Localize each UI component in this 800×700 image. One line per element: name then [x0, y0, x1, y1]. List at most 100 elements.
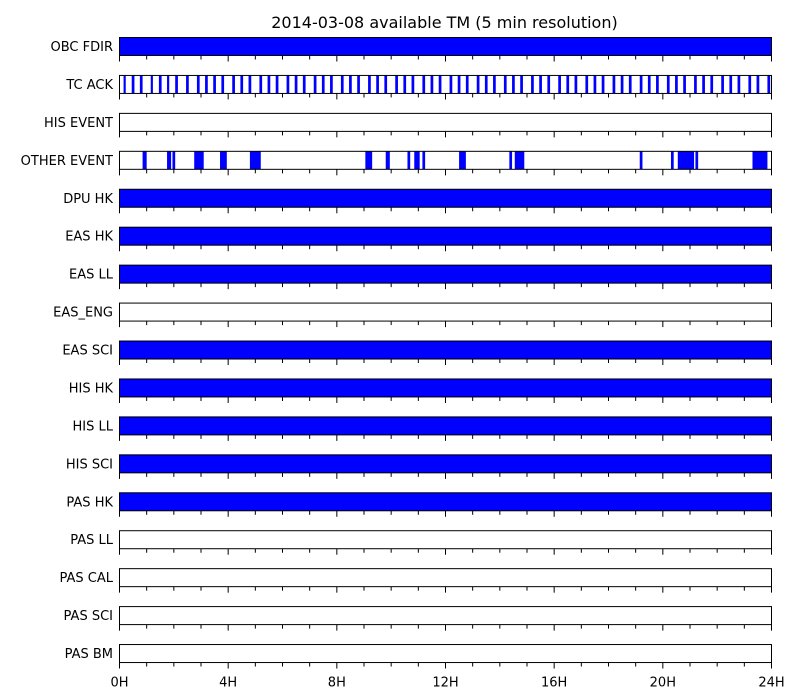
availability-segment — [158, 75, 162, 94]
availability-segment — [710, 75, 714, 94]
x-tick-label: 12H — [432, 676, 458, 691]
availability-segment — [593, 75, 597, 94]
availability-segment — [395, 75, 398, 94]
row-background — [119, 530, 772, 549]
availability-segment — [172, 151, 176, 170]
availability-segment — [249, 151, 261, 170]
availability-segment — [248, 75, 252, 94]
availability-segment — [422, 75, 426, 94]
availability-segment — [221, 75, 225, 94]
availability-segment — [119, 492, 772, 511]
availability-segment — [340, 75, 344, 94]
x-tick-label: 16H — [541, 676, 567, 691]
availability-segment — [748, 75, 752, 94]
availability-segment — [422, 151, 426, 170]
availability-segment — [459, 151, 466, 170]
availability-segment — [220, 151, 227, 170]
availability-segment — [142, 151, 147, 170]
availability-segment — [119, 341, 772, 360]
row-label: EAS LL — [69, 268, 114, 283]
row-eas-ll: EAS LL — [69, 264, 772, 290]
row-eas-sci: EAS SCI — [62, 340, 772, 366]
availability-segment — [677, 151, 695, 170]
availability-segment — [767, 75, 771, 94]
availability-segment — [194, 151, 204, 170]
availability-segment — [512, 75, 515, 94]
row-label: TC ACK — [65, 78, 113, 93]
x-tick-label: 0H — [110, 676, 128, 691]
availability-segment — [321, 75, 325, 94]
x-tick-label: 8H — [328, 676, 346, 691]
availability-segment — [330, 75, 333, 94]
availability-segment — [509, 151, 513, 170]
x-tick-label: 4H — [219, 676, 237, 691]
row-label: HIS HK — [69, 381, 114, 396]
row-background — [119, 606, 772, 625]
availability-segment — [601, 75, 605, 94]
row-background — [119, 113, 772, 132]
availability-segment — [539, 75, 542, 94]
availability-segment — [294, 75, 298, 94]
availability-segment — [620, 75, 624, 94]
availability-segment — [547, 75, 551, 94]
row-label: PAS SCI — [64, 609, 113, 624]
row-background — [119, 151, 772, 170]
availability-segment — [407, 151, 411, 170]
availability-segment — [729, 75, 733, 94]
availability-segment — [403, 75, 407, 94]
availability-segment — [123, 75, 126, 94]
row-label: PAS LL — [70, 533, 114, 548]
availability-segment — [384, 75, 388, 94]
availability-segment — [119, 378, 772, 397]
availability-segment — [167, 75, 170, 94]
row-dpu-hk: DPU HK — [63, 188, 772, 214]
availability-segment — [259, 75, 263, 94]
availability-segment — [196, 75, 200, 94]
availability-segment — [639, 75, 643, 94]
row-pas-hk: PAS HK — [66, 492, 772, 517]
availability-segment — [585, 75, 589, 94]
availability-segment — [186, 75, 189, 94]
availability-segment — [119, 227, 772, 246]
availability-segment — [558, 75, 561, 94]
availability-segment — [267, 75, 271, 94]
availability-segment — [670, 151, 674, 170]
availability-segment — [119, 416, 772, 435]
row-label: HIS LL — [73, 419, 114, 434]
availability-segment — [737, 75, 741, 94]
row-other-event: OTHER EVENT — [21, 150, 772, 176]
availability-segment — [119, 37, 772, 56]
row-label: PAS BM — [65, 647, 113, 662]
row-background — [119, 644, 772, 663]
row-eas-hk: EAS HK — [65, 226, 772, 252]
row-label: OBC FDIR — [51, 40, 114, 55]
x-tick-label: 24H — [758, 676, 784, 691]
availability-segment — [175, 75, 178, 94]
availability-segment — [647, 75, 651, 94]
availability-segment — [702, 75, 705, 94]
row-obc-fdir: OBC FDIR — [51, 37, 772, 62]
availability-segment — [240, 75, 244, 94]
availability-segment — [313, 75, 317, 94]
row-label: PAS HK — [66, 495, 113, 510]
availability-segment — [119, 189, 772, 208]
ticks-layer: 0H 4H 8H 12H 16H 20H 24H — [110, 676, 784, 691]
row-pas-bm: PAS BM — [65, 644, 772, 669]
row-tc-ack: TC ACK — [65, 74, 772, 100]
row-pas-ll: PAS LL — [70, 530, 772, 555]
row-label: PAS CAL — [60, 571, 114, 586]
row-background — [119, 568, 772, 587]
availability-segment — [368, 75, 371, 94]
x-tick-label: 20H — [650, 676, 676, 691]
availability-segment — [411, 75, 415, 94]
availability-segment — [302, 75, 306, 94]
availability-segment — [131, 75, 135, 94]
availability-segment — [493, 75, 496, 94]
availability-segment — [167, 151, 172, 170]
row-pas-cal: PAS CAL — [60, 568, 772, 593]
row-label: DPU HK — [63, 192, 113, 207]
availability-segment — [752, 151, 768, 170]
availability-segment — [639, 151, 643, 170]
